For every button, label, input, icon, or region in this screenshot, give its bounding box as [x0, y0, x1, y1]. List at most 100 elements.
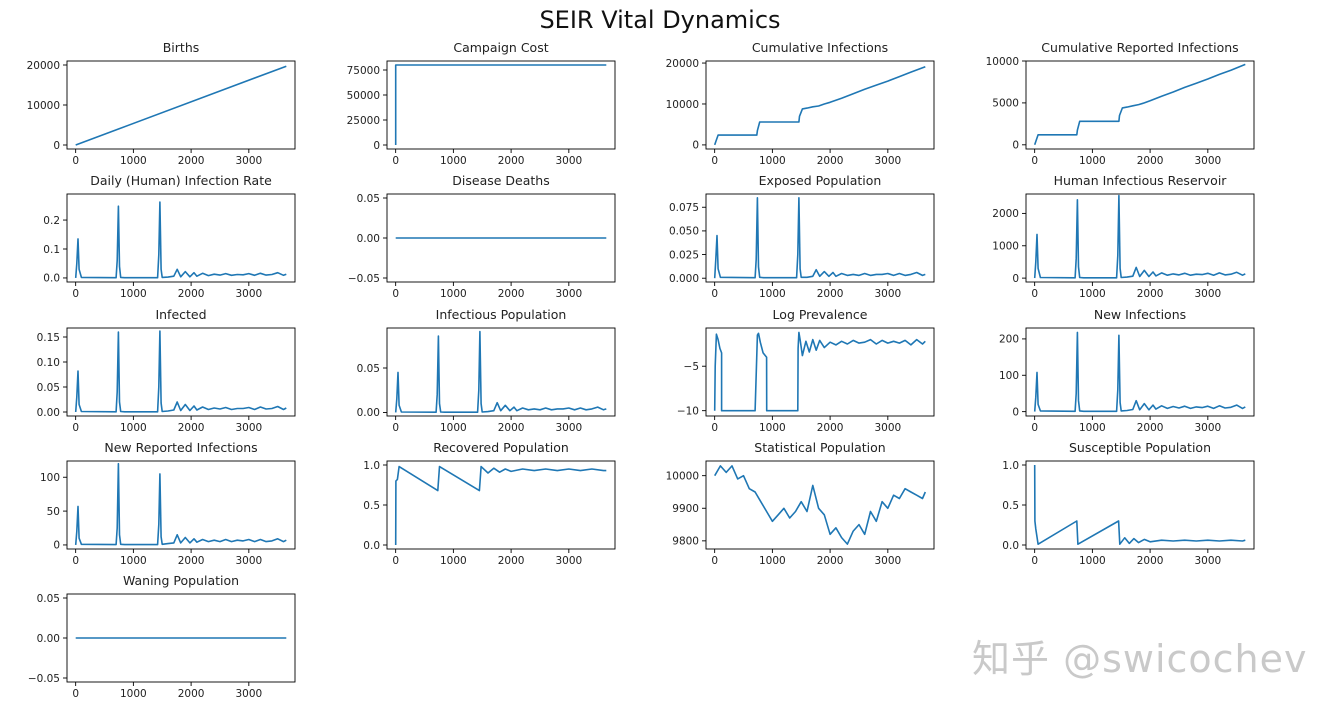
x-tick-label: 0	[392, 288, 399, 300]
subplot-title: Recovered Population	[433, 440, 569, 455]
subplot-title: Waning Population	[123, 573, 239, 588]
y-tick-label: 100	[999, 370, 1019, 382]
y-tick-label: 10000	[27, 100, 60, 112]
subplot-disease-deaths: Disease Deaths 0 1000 2000 3000 −0.05 0.00 0.05	[348, 173, 616, 300]
series-line	[75, 65, 287, 146]
x-tick-label: 1000	[120, 288, 147, 300]
y-tick-label: 0	[373, 140, 380, 152]
y-tick-label: 0.0	[363, 540, 380, 552]
x-tick-label: 3000	[1194, 555, 1221, 567]
axes-frame	[1025, 193, 1255, 283]
y-tick-label: 0	[1012, 140, 1019, 152]
y-tick-label: 0.5	[1002, 500, 1019, 512]
axes-frame	[705, 193, 935, 283]
y-tick-label: 25000	[347, 115, 380, 127]
y-tick-label: 0.025	[669, 249, 699, 261]
subplot-title: Cumulative Reported Infections	[1041, 40, 1238, 55]
y-tick-label: −0.05	[28, 673, 60, 685]
subplot-title: Human Infectious Reservoir	[1054, 173, 1228, 188]
y-tick-label: 0.00	[357, 233, 380, 245]
series-line	[1033, 194, 1246, 279]
watermark: 知乎 @swicochev	[972, 637, 1308, 681]
x-tick-label: 2000	[178, 422, 205, 434]
x-tick-label: 0	[72, 688, 79, 700]
series-line	[394, 465, 607, 546]
subplot-title: Campaign Cost	[453, 40, 548, 55]
x-tick-label: 1000	[440, 155, 467, 167]
x-tick-label: 1000	[120, 422, 147, 434]
subplot-log-prevalence: Log Prevalence 0 1000 2000 3000 −10 −5	[677, 307, 935, 434]
subplot-title: Disease Deaths	[452, 173, 549, 188]
axes-frame	[705, 60, 935, 150]
y-tick-label: 10000	[666, 470, 699, 482]
subplot-title: Susceptible Population	[1069, 440, 1211, 455]
x-tick-label: 0	[72, 422, 79, 434]
subplot-title: Daily (Human) Infection Rate	[90, 173, 272, 188]
x-tick-label: 0	[72, 155, 79, 167]
y-tick-label: 1.0	[363, 460, 380, 472]
y-tick-label: 200	[999, 334, 1019, 346]
x-tick-label: 0	[711, 555, 718, 567]
y-tick-label: 10000	[666, 99, 699, 111]
axes-frame	[1025, 327, 1255, 417]
y-tick-label: 20000	[666, 58, 699, 70]
x-tick-label: 1000	[1079, 422, 1106, 434]
y-tick-label: −5	[684, 361, 699, 373]
x-tick-label: 0	[1031, 555, 1038, 567]
x-tick-label: 2000	[178, 155, 205, 167]
x-tick-label: 2000	[178, 555, 205, 567]
x-tick-label: 0	[1031, 288, 1038, 300]
subplot-recovered-population: Recovered Population 0 1000 2000 3000 0.0 0.5 1…	[363, 440, 616, 567]
axes-frame	[705, 327, 935, 417]
x-tick-label: 1000	[759, 422, 786, 434]
x-tick-label: 1000	[120, 688, 147, 700]
y-tick-label: 0	[1012, 406, 1019, 418]
series-line	[714, 465, 927, 545]
y-tick-label: 0.000	[669, 273, 699, 285]
x-tick-label: 0	[72, 288, 79, 300]
axes-frame	[66, 460, 296, 550]
series-line	[74, 330, 287, 413]
x-tick-label: 1000	[759, 555, 786, 567]
x-tick-label: 3000	[555, 555, 582, 567]
x-tick-label: 2000	[498, 422, 525, 434]
x-tick-label: 3000	[555, 155, 582, 167]
axes-frame	[386, 327, 616, 417]
y-tick-label: 9900	[672, 503, 699, 515]
y-tick-label: 2000	[992, 208, 1019, 220]
x-tick-label: 3000	[555, 288, 582, 300]
x-tick-label: 3000	[235, 688, 262, 700]
subplot-title: Log Prevalence	[773, 307, 868, 322]
y-tick-label: 0.5	[363, 500, 380, 512]
series-line	[713, 331, 926, 412]
y-tick-label: 0.00	[37, 633, 60, 645]
y-tick-label: 0.05	[357, 193, 380, 205]
y-tick-label: 20000	[27, 60, 60, 72]
x-tick-label: 0	[72, 555, 79, 567]
x-tick-label: 1000	[120, 555, 147, 567]
x-tick-label: 2000	[1137, 555, 1164, 567]
x-tick-label: 2000	[817, 555, 844, 567]
y-tick-label: 0	[1012, 273, 1019, 285]
series-line	[394, 330, 607, 414]
subplot-title: Infected	[155, 307, 206, 322]
y-tick-label: 50000	[347, 90, 380, 102]
y-tick-label: 1.0	[1002, 460, 1019, 472]
y-tick-label: 9800	[672, 536, 699, 548]
y-tick-label: 0.050	[669, 226, 699, 238]
y-tick-label: 100	[40, 472, 60, 484]
x-tick-label: 2000	[178, 288, 205, 300]
x-tick-label: 0	[1031, 422, 1038, 434]
subplot-exposed-population: Exposed Population 0 1000 2000 3000 0.000 0.02…	[669, 173, 935, 300]
subplot-daily-human-infection-rate: Daily (Human) Infection Rate 0 1000 2000 300…	[43, 173, 296, 300]
y-tick-label: 0	[53, 140, 60, 152]
subplot-title: New Infections	[1094, 307, 1186, 322]
x-tick-label: 2000	[498, 155, 525, 167]
y-tick-label: 1000	[992, 241, 1019, 253]
x-tick-label: 1000	[440, 555, 467, 567]
x-tick-label: 2000	[817, 422, 844, 434]
series-line	[1033, 63, 1246, 146]
y-tick-label: 0.0	[43, 273, 60, 285]
subplot-statistical-population: Statistical Population 0 1000 2000 3000 9800 9…	[666, 440, 935, 567]
y-tick-label: 0.05	[37, 382, 60, 394]
